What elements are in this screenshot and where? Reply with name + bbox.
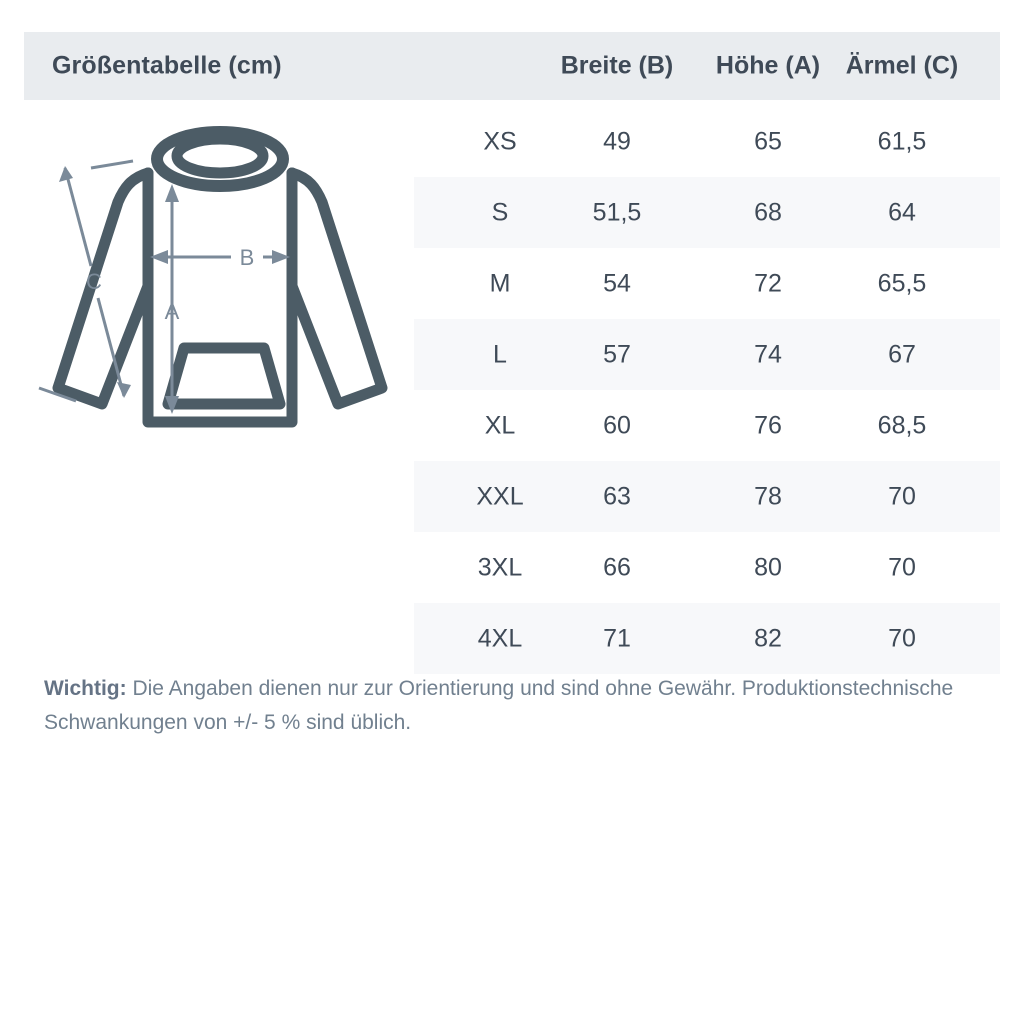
- cell-hoehe: 74: [754, 340, 782, 368]
- table-row: XL 60 76 68,5: [414, 390, 1000, 461]
- size-table-body: XS 49 65 61,5 S 51,5 68 64 M 54 72 65,5 …: [414, 106, 1000, 674]
- sleeve-tick-bottom: [38, 386, 77, 403]
- cell-size: 3XL: [477, 553, 523, 581]
- table-row: M 54 72 65,5: [414, 248, 1000, 319]
- cell-size: 4XL: [477, 624, 523, 652]
- width-arrow-head-right: [272, 250, 290, 264]
- cell-breite: 54: [603, 269, 631, 297]
- hood-outer-icon: [151, 126, 289, 192]
- cell-hoehe: 78: [754, 482, 782, 510]
- page-title: Größentabelle (cm): [52, 51, 282, 80]
- cell-aermel: 64: [888, 198, 916, 226]
- cell-breite: 71: [603, 624, 631, 652]
- cell-aermel: 61,5: [877, 127, 927, 155]
- cell-aermel: 68,5: [877, 411, 927, 439]
- cell-aermel: 70: [888, 553, 916, 581]
- table-header-band: Größentabelle (cm) Breite (B) Höhe (A) Ä…: [24, 32, 1000, 100]
- disclaimer-note: Wichtig: Die Angaben dienen nur zur Orie…: [44, 672, 994, 740]
- hoodie-illustration: C A B: [36, 126, 408, 456]
- height-arrow-head-bottom: [165, 396, 179, 414]
- cell-breite: 63: [603, 482, 631, 510]
- sleeve-dim-lower: [96, 297, 126, 397]
- cell-size: XS: [483, 127, 517, 155]
- kangaroo-pocket-icon: [162, 342, 286, 410]
- disclaimer-text: Die Angaben dienen nur zur Orientierung …: [44, 677, 954, 734]
- sleeve-dim-label: C: [86, 269, 102, 294]
- cell-breite: 49: [603, 127, 631, 155]
- cell-aermel: 65,5: [877, 269, 927, 297]
- cell-size: XL: [484, 411, 516, 439]
- cell-hoehe: 76: [754, 411, 782, 439]
- table-row: 3XL 66 80 70: [414, 532, 1000, 603]
- column-header-hoehe: Höhe (A): [715, 51, 821, 80]
- cell-aermel: 67: [888, 340, 916, 368]
- cell-size: S: [491, 198, 509, 226]
- height-arrow-head-top: [165, 184, 179, 202]
- cell-size: L: [493, 340, 507, 368]
- table-row: XS 49 65 61,5: [414, 106, 1000, 177]
- sleeve-dim-upper: [63, 167, 93, 267]
- height-dim-label: A: [165, 299, 180, 324]
- hood-inner-icon: [171, 133, 269, 179]
- cell-breite: 51,5: [592, 198, 642, 226]
- cell-aermel: 70: [888, 624, 916, 652]
- cell-size: M: [489, 269, 511, 297]
- table-row: XXL 63 78 70: [414, 461, 1000, 532]
- disclaimer-label: Wichtig:: [44, 677, 127, 700]
- width-dim-label: B: [240, 245, 255, 270]
- table-row: L 57 74 67: [414, 319, 1000, 390]
- body-icon: [142, 167, 298, 428]
- cell-breite: 57: [603, 340, 631, 368]
- column-header-breite: Breite (B): [560, 51, 674, 80]
- table-row: S 51,5 68 64: [414, 177, 1000, 248]
- cell-hoehe: 72: [754, 269, 782, 297]
- garment-outline-group: [52, 167, 388, 428]
- cell-hoehe: 80: [754, 553, 782, 581]
- cell-aermel: 70: [888, 482, 916, 510]
- sleeve-tick-top: [90, 159, 134, 170]
- sleeve-arrow-head-top: [59, 166, 73, 182]
- table-row: 4XL 71 82 70: [414, 603, 1000, 674]
- cell-size: XXL: [476, 482, 524, 510]
- right-sleeve-icon: [286, 167, 388, 410]
- cell-hoehe: 82: [754, 624, 782, 652]
- left-sleeve-icon: [52, 167, 154, 410]
- width-arrow-head-left: [150, 250, 168, 264]
- sleeve-arrow-head-bottom: [117, 382, 131, 398]
- cell-breite: 60: [603, 411, 631, 439]
- dimension-lines-group: [38, 159, 290, 414]
- cell-hoehe: 68: [754, 198, 782, 226]
- column-header-aermel: Ärmel (C): [845, 51, 959, 80]
- cell-hoehe: 65: [754, 127, 782, 155]
- cell-breite: 66: [603, 553, 631, 581]
